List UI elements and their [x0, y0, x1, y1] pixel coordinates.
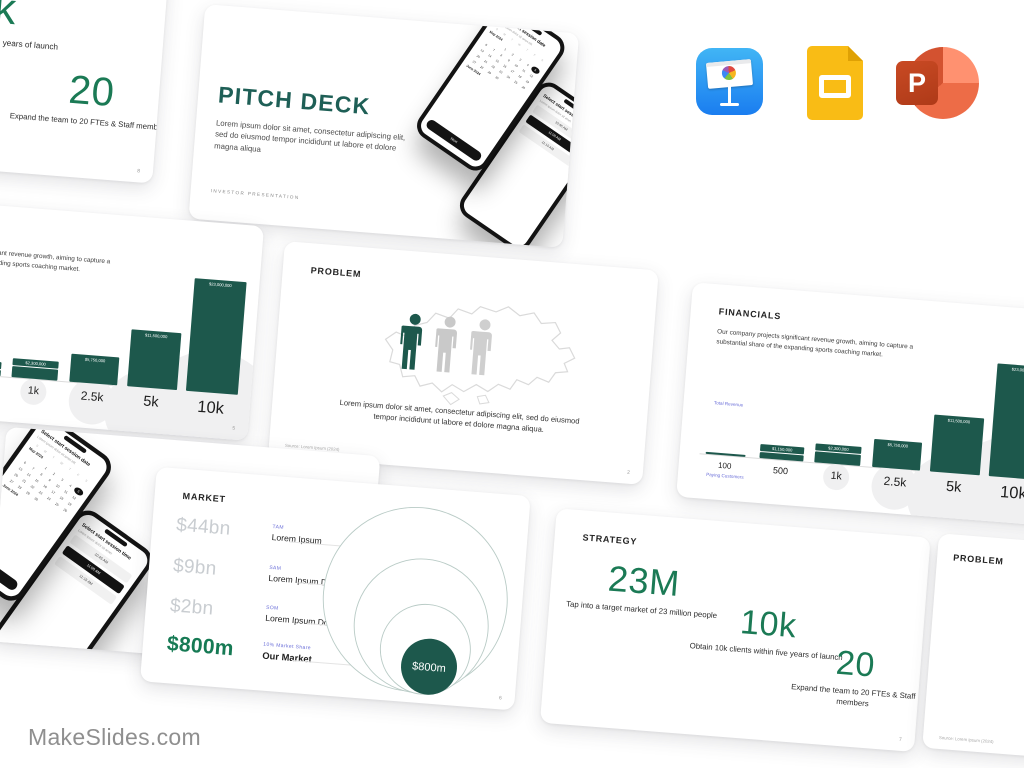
keynote-icon[interactable] [696, 48, 763, 115]
page-number: 6 [498, 695, 502, 702]
slide-financials-fragment[interactable]: FINANCIALS Our company projects signific… [0, 196, 265, 441]
powerpoint-letter: P [896, 61, 938, 105]
stat-block: 20 Expand the team to 20 FTEs & Staff me… [6, 63, 169, 135]
cover-footer: INVESTOR PRESENTATION [210, 188, 300, 201]
export-format-icons: P [692, 42, 992, 126]
stat-block: 10k Obtain 10k clients within five years… [0, 0, 82, 55]
source-note: Source: Lorem Ipsum (2024) [938, 734, 994, 745]
bar-2.5k: $5,750,000 [872, 438, 923, 471]
x-tick-label: 5k [142, 393, 160, 411]
keynote-base [720, 103, 739, 106]
keynote-stand [728, 85, 731, 104]
slide-title: MARKET [182, 490, 227, 505]
slide-cover[interactable]: PITCH DECK Lorem ipsum dolor sit amet, c… [188, 4, 580, 248]
calendar-next-button: Next [424, 118, 484, 163]
slide-title: PROBLEM [952, 552, 1005, 567]
market-row-our-market: $800m 10% Market Share Our Market [166, 632, 312, 664]
cover-body: Lorem ipsum dolor sit amet, consectetur … [213, 118, 406, 154]
bubble-value: $800m [412, 660, 446, 675]
stat-block: 20 Expand the team to 20 FTEs & Staff me… [777, 639, 930, 714]
bar-10k: $23,000,000 [185, 278, 247, 395]
bar-value-label: $1,150,000 [759, 444, 805, 455]
slide-problem-fragment[interactable]: PROBLEM Source: Lorem Ipsum (2024) [922, 533, 1024, 768]
slide-frame-glyph [819, 75, 851, 98]
market-row-som: $2bn SOM Lorem Ipsum Dolor Sit [169, 595, 351, 629]
x-tick-label: 5k [945, 478, 962, 496]
x-tick-label: 1k [830, 469, 843, 483]
page-number: 5 [232, 425, 236, 432]
page-number: 8 [136, 168, 141, 175]
bar-500: $1,150,000 [0, 358, 2, 377]
page-number: 2 [626, 469, 631, 476]
slide-strategy[interactable]: STRATEGY 23M Tap into a target market of… [539, 508, 931, 753]
slide-problem[interactable]: PROBLEM Lorem ipsum [268, 241, 659, 485]
bars-group: $1,150,000 $2,300,000 $5,750,000 $11,500,00… [0, 254, 260, 396]
person-icon-active [399, 313, 423, 370]
x-tick-label: 1k [27, 384, 40, 398]
page-number: 7 [898, 736, 902, 744]
market-amount: $2bn [169, 595, 215, 620]
financials-chart: Total Revenue Paying Customers 1005001k2… [0, 197, 265, 441]
bar-value-label: $2,300,000 [12, 358, 59, 369]
x-axis-label: Paying Customers [705, 471, 744, 480]
slide-market[interactable]: MARKET $44bn TAM Lorem Ipsum $9bn SAM Lo… [139, 466, 531, 711]
bar-value-label: $2,300,000 [815, 443, 862, 454]
bar-2.5k: $5,750,000 [69, 353, 120, 386]
market-amount: $9bn [172, 555, 218, 580]
bar-value-label: $5,750,000 [887, 442, 909, 449]
powerpoint-icon[interactable]: P [896, 44, 980, 122]
google-slides-icon[interactable] [807, 46, 863, 120]
x-tick-label: 100 [717, 460, 732, 471]
bar-value-label: $23,000,000 [1011, 366, 1024, 374]
x-tick-label: 10k [999, 483, 1024, 504]
bar-5k: $11,500,000 [127, 329, 182, 391]
bar-10k: $23,000,000 [988, 363, 1024, 481]
bars-group: $1,150,000 $2,300,000 $5,750,000 $11,500,00… [680, 339, 1024, 481]
site-logo-link[interactable]: MakeSlides.com [28, 724, 201, 750]
market-row-sam: $9bn SAM Lorem Ipsum Dolor [172, 555, 341, 588]
x-tick-label: 2.5k [883, 473, 907, 490]
market-amount: $44bn [175, 514, 232, 540]
bar-value-label: $1,150,000 [0, 358, 2, 370]
tam-sam-som-circles: $800m [322, 506, 508, 695]
stat-value: 10k [0, 0, 19, 35]
market-amount-highlight: $800m [166, 632, 235, 661]
person-icon [433, 316, 458, 373]
bar-value-label: $11,500,000 [144, 332, 168, 340]
slide-strategy-fragment[interactable]: 10k Obtain 10k clients within five years… [0, 0, 169, 184]
slide-title: STRATEGY [582, 532, 638, 547]
slide-title: PROBLEM [310, 265, 362, 280]
cover-title: PITCH DECK [217, 81, 372, 120]
bar-value-label: $11,500,000 [947, 417, 971, 425]
people-icons [398, 313, 498, 378]
bar-5k: $11,500,000 [929, 414, 985, 476]
x-tick-label: 500 [772, 465, 789, 477]
market-row-tam: $44bn TAM Lorem Ipsum [175, 514, 323, 545]
person-icon [468, 319, 492, 376]
slide-financials[interactable]: FINANCIALS Our company projects signific… [676, 282, 1024, 527]
pie-chart-glyph [721, 65, 737, 81]
x-tick-label: 10k [196, 397, 225, 418]
bar-value-label: $5,750,000 [84, 356, 106, 364]
calendar-next-button: Next [0, 542, 20, 592]
bar-value-label: $23,000,000 [208, 281, 232, 289]
x-tick-label: 2.5k [80, 388, 105, 405]
